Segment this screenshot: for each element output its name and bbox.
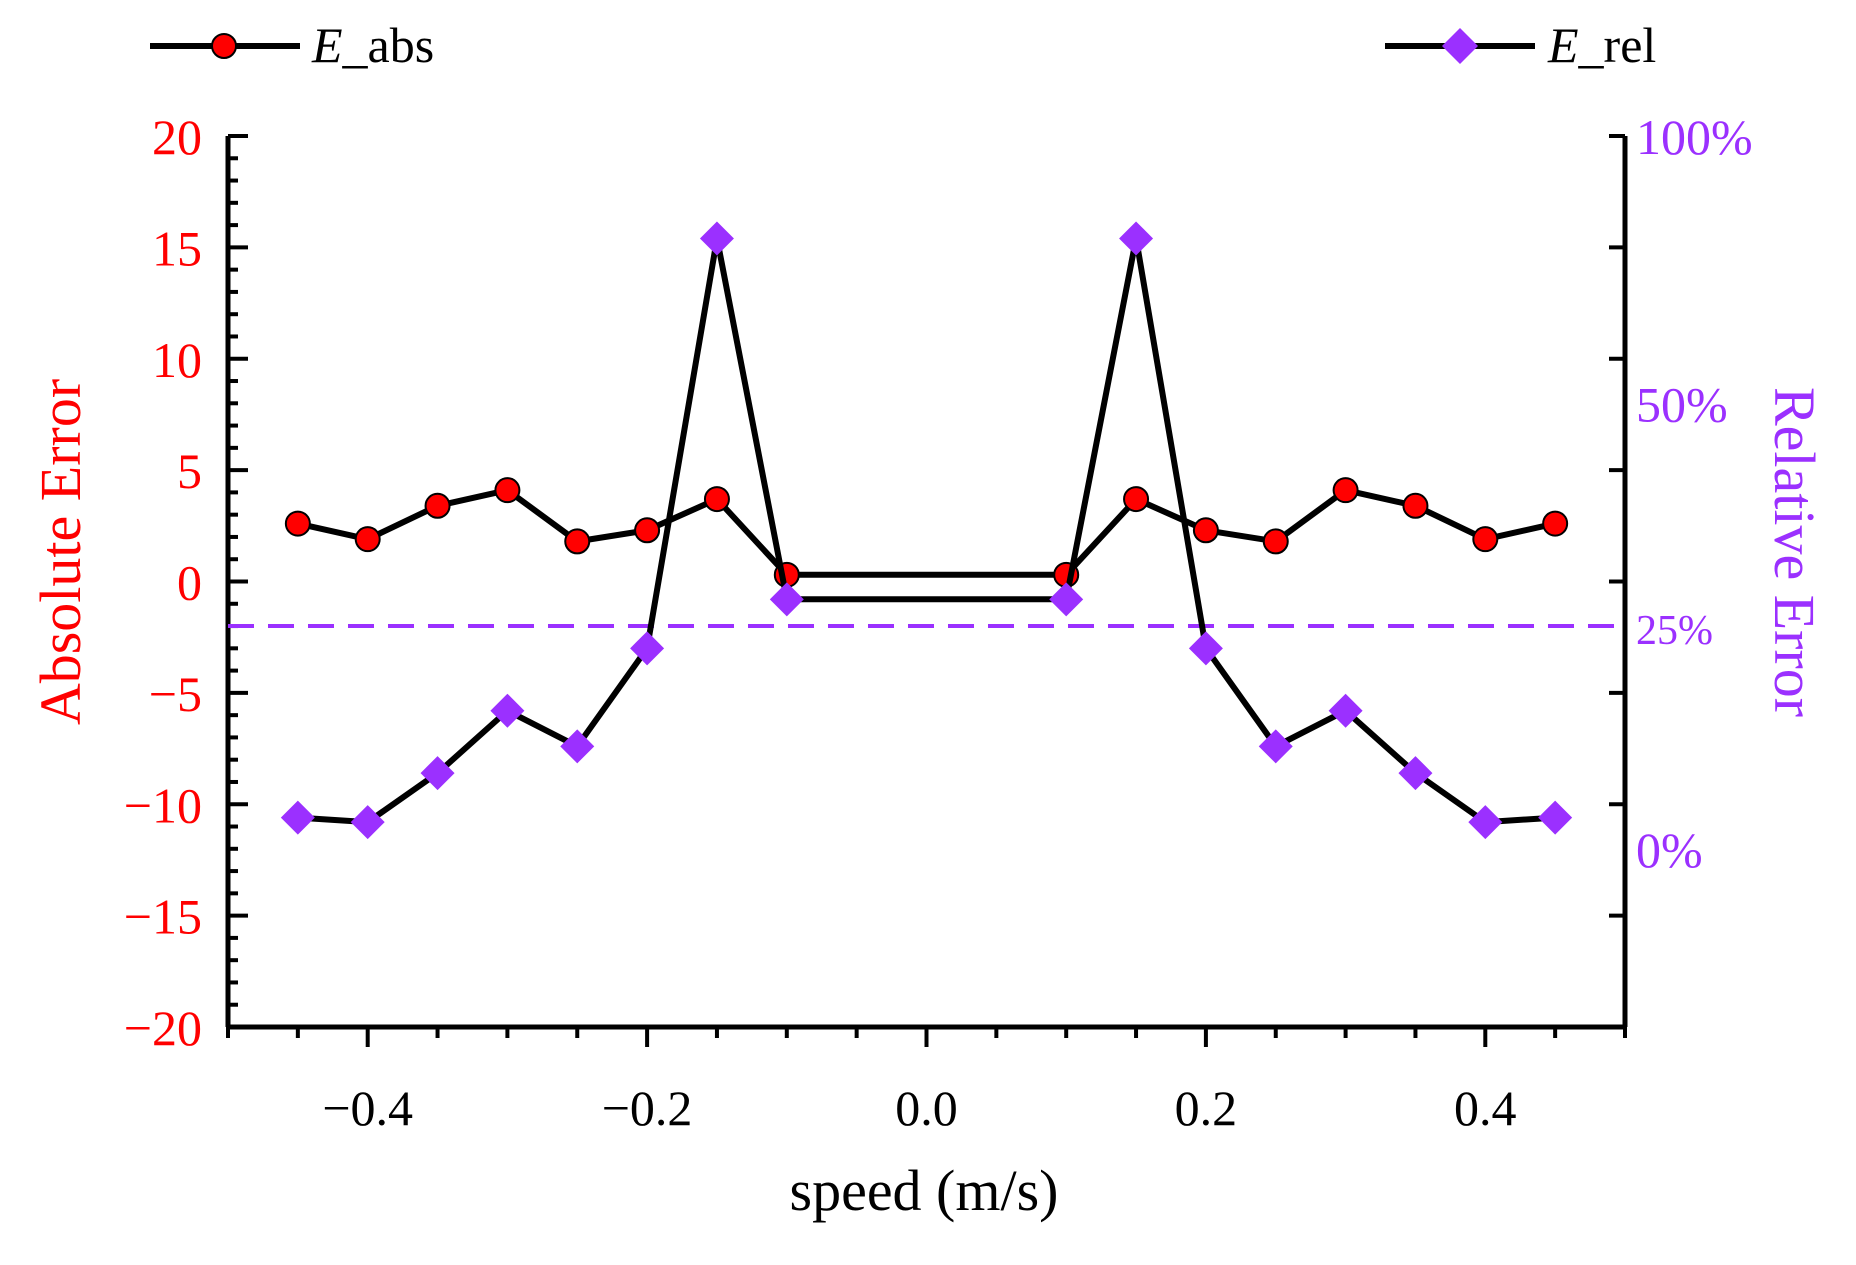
data-point-abs bbox=[284, 510, 311, 537]
y-right-tick-label: 50% bbox=[1636, 376, 1728, 432]
x-tick-label: 0.0 bbox=[895, 1080, 958, 1136]
legend-rel-italic: E bbox=[1547, 17, 1579, 73]
data-point-rel bbox=[1328, 693, 1363, 728]
legend-rel-marker bbox=[1442, 28, 1478, 64]
y-right-tick-label: 100% bbox=[1636, 109, 1753, 165]
legend-rel-label: E_rel bbox=[1547, 17, 1656, 73]
data-point-rel bbox=[560, 729, 595, 764]
data-point-rel bbox=[630, 631, 665, 666]
data-point-abs bbox=[1332, 477, 1359, 504]
legend-abs-marker bbox=[211, 33, 237, 59]
x-tick-label: −0.2 bbox=[602, 1080, 693, 1136]
data-point-rel bbox=[420, 756, 455, 791]
data-point-abs bbox=[1472, 526, 1499, 553]
data-point-abs bbox=[1192, 517, 1219, 544]
legend-entry-abs: E_abs bbox=[150, 17, 434, 73]
ticks: −0.4 −0.2 0.0 0.2 0.4 20 15 10 5 0 −5 −10 −15 −20 100%… bbox=[124, 109, 1753, 1136]
data-point-abs bbox=[1402, 492, 1429, 519]
legend-abs-label: E_abs bbox=[311, 17, 434, 73]
data-point-rel bbox=[280, 800, 315, 835]
series-line-E_rel bbox=[297, 235, 1556, 826]
y-axis-left-label: Absolute Error bbox=[28, 379, 93, 725]
legend-abs-italic: E bbox=[311, 17, 343, 73]
y-left-tick-label: −5 bbox=[149, 666, 202, 722]
data-point-rel bbox=[1049, 582, 1084, 617]
y-left-tick-label: 15 bbox=[152, 220, 202, 276]
y-left-tick-label: −10 bbox=[124, 777, 202, 833]
data-point-rel bbox=[350, 805, 385, 840]
data-point-rel bbox=[1538, 800, 1573, 835]
legend: E_abs E_rel bbox=[150, 17, 1656, 73]
y-left-tick-label: −15 bbox=[124, 889, 202, 945]
data-point-rel bbox=[769, 582, 804, 617]
data-point-abs bbox=[634, 517, 661, 544]
y-right-tick-label: 0% bbox=[1636, 822, 1703, 878]
legend-abs-rest: _abs bbox=[342, 17, 435, 73]
data-point-rel bbox=[1188, 631, 1223, 666]
x-tick-label: −0.4 bbox=[322, 1080, 413, 1136]
x-axis-label: speed (m/s) bbox=[790, 1158, 1059, 1223]
series-line-E_abs bbox=[297, 487, 1556, 578]
y-left-tick-label: −20 bbox=[124, 1000, 202, 1056]
legend-rel-rest: _rel bbox=[1578, 17, 1657, 73]
data-point-rel bbox=[1258, 729, 1293, 764]
data-point-abs bbox=[494, 477, 521, 504]
data-point-abs bbox=[424, 492, 451, 519]
y-right-tick-label: 25% bbox=[1636, 608, 1713, 654]
x-tick-label: 0.4 bbox=[1454, 1080, 1517, 1136]
data-point-abs bbox=[1542, 510, 1569, 537]
x-tick-label: 0.2 bbox=[1175, 1080, 1238, 1136]
data-point-rel bbox=[1398, 756, 1433, 791]
y-left-tick-label: 5 bbox=[177, 443, 202, 499]
series-group bbox=[280, 221, 1573, 840]
axes bbox=[225, 136, 1628, 1030]
data-point-rel bbox=[490, 693, 525, 728]
data-point-abs bbox=[703, 486, 730, 513]
data-point-abs bbox=[564, 528, 591, 555]
data-point-rel bbox=[1119, 221, 1154, 256]
data-point-abs bbox=[1262, 528, 1289, 555]
y-left-tick-label: 0 bbox=[177, 555, 202, 611]
y-axis-right-label: Relative Error bbox=[1762, 387, 1827, 717]
y-left-tick-label: 10 bbox=[152, 332, 202, 388]
data-point-rel bbox=[699, 221, 734, 256]
data-point-abs bbox=[1123, 486, 1150, 513]
data-point-abs bbox=[354, 526, 381, 553]
legend-entry-rel: E_rel bbox=[1385, 17, 1656, 73]
data-point-rel bbox=[1468, 805, 1503, 840]
y-left-tick-label: 20 bbox=[152, 109, 202, 165]
